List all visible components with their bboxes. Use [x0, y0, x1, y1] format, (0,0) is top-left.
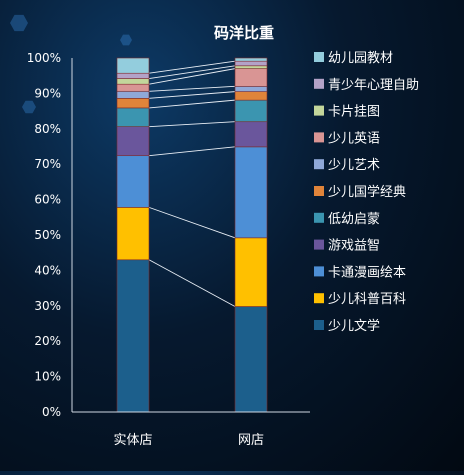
- bar-segment: [116, 57, 150, 74]
- legend-label: 卡片挂图: [328, 105, 380, 120]
- y-tick-label: 50%: [34, 228, 61, 242]
- bar-segment: [234, 237, 268, 307]
- legend-swatch: [314, 293, 324, 304]
- bar-segment: [116, 207, 150, 261]
- legend-swatch: [314, 78, 324, 89]
- legend-label: 幼儿园教材: [328, 50, 393, 66]
- bar-segment: [116, 78, 150, 85]
- legend-swatch: [314, 132, 324, 143]
- legend-label: 青少年心理自助: [328, 78, 419, 93]
- x-tick-label: 实体店: [113, 433, 152, 448]
- legend-label: 少儿英语: [328, 131, 380, 146]
- y-tick-label: 0%: [42, 405, 61, 419]
- legend-swatch: [314, 105, 324, 116]
- y-tick-label: 10%: [34, 370, 61, 384]
- chart-title: 码洋比重: [214, 24, 274, 42]
- y-tick-label: 70%: [34, 157, 61, 171]
- decor-hex: [120, 34, 132, 46]
- series-connector-line: [148, 60, 236, 74]
- bar-segment: [234, 68, 268, 87]
- bar-segment: [234, 121, 268, 148]
- bar-segment: [234, 86, 268, 92]
- y-tick-label: 30%: [34, 299, 61, 313]
- bar-segment: [116, 98, 150, 109]
- decor-hex: [22, 100, 36, 114]
- series-connector-line: [148, 206, 236, 239]
- bar-segment: [116, 72, 150, 79]
- series-connector-line: [148, 91, 236, 99]
- decor-hex: [10, 14, 28, 32]
- series-connector-line: [148, 68, 236, 85]
- series-connector-line: [148, 259, 236, 307]
- legend-swatch: [314, 239, 324, 250]
- legend-label: 少儿科普百科: [328, 292, 406, 307]
- bar-segment: [116, 83, 150, 92]
- bar-segment: [116, 259, 150, 413]
- y-tick-label: 40%: [34, 263, 61, 277]
- legend-label: 游戏益智: [328, 239, 380, 254]
- bar-segment: [116, 126, 150, 157]
- bar-segment: [116, 90, 150, 99]
- legend-label: 卡通漫画绘本: [328, 265, 406, 280]
- y-tick-label: 60%: [34, 193, 61, 207]
- y-tick-label: 20%: [34, 334, 61, 348]
- legend-label: 少儿文学: [328, 318, 380, 334]
- bar-segment: [116, 155, 150, 208]
- y-tick-label: 80%: [34, 122, 61, 136]
- bar-segment: [234, 60, 268, 67]
- legend-swatch: [314, 212, 324, 223]
- legend-swatch: [314, 266, 324, 277]
- legend-label: 少儿艺术: [328, 158, 380, 173]
- bar-segment: [234, 91, 268, 101]
- bar-segment: [234, 146, 268, 239]
- series-connector-line: [148, 85, 236, 92]
- bar-segment: [234, 99, 268, 123]
- bar-segment: [116, 107, 150, 127]
- legend-label: 低幼启蒙: [328, 212, 380, 227]
- bar-segment: [234, 57, 268, 62]
- y-tick-label: 90%: [34, 86, 61, 100]
- bar-segment: [234, 306, 268, 413]
- legend-swatch: [314, 186, 324, 196]
- legend-label: 少儿国学经典: [328, 184, 406, 200]
- bar-segment: [234, 65, 268, 69]
- x-tick-label: 网店: [238, 433, 264, 448]
- series-connector-line: [148, 99, 236, 109]
- legend-swatch: [314, 52, 324, 62]
- y-tick-label: 100%: [27, 51, 61, 65]
- series-connector-line: [148, 146, 236, 157]
- series-connector-line: [148, 65, 236, 79]
- legend-swatch: [314, 159, 324, 170]
- legend-swatch: [314, 320, 324, 330]
- series-connector-line: [148, 121, 236, 128]
